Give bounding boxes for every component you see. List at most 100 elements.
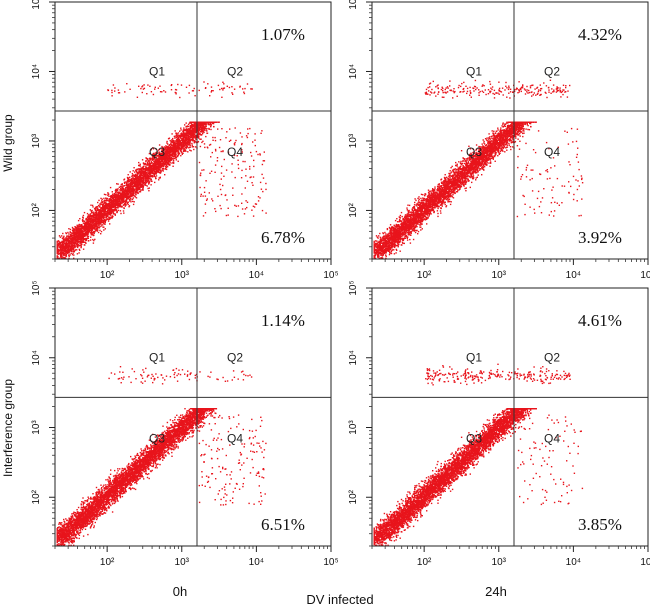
data-point: [148, 166, 150, 168]
data-point: [151, 157, 154, 159]
data-point: [122, 187, 124, 189]
data-point: [126, 181, 128, 183]
data-point: [104, 210, 106, 212]
data-point: [137, 189, 139, 191]
data-point: [110, 217, 112, 219]
data-point: [94, 227, 96, 230]
data-point: [167, 162, 170, 165]
data-point: [82, 237, 85, 239]
data-point: [170, 142, 172, 144]
data-point: [71, 248, 73, 250]
data-point: [90, 221, 92, 223]
data-point: [186, 138, 188, 140]
data-point: [112, 204, 114, 207]
data-point: [59, 246, 61, 249]
data-point: [144, 180, 146, 182]
data-point: [156, 166, 159, 168]
data-point: [189, 141, 191, 143]
data-point: [129, 183, 131, 186]
data-point: [173, 147, 176, 149]
data-point: [156, 151, 158, 153]
data-point: [93, 217, 95, 219]
data-point: [63, 237, 65, 240]
data-point: [90, 236, 92, 238]
data-point: [177, 148, 179, 150]
data-point: [169, 155, 171, 157]
data-point: [184, 146, 186, 148]
data-point: [183, 150, 186, 152]
data-point: [79, 230, 82, 233]
data-point: [179, 149, 181, 151]
data-point: [98, 206, 101, 208]
data-point: [132, 193, 135, 195]
data-point: [122, 191, 125, 193]
data-point: [58, 241, 60, 243]
data-point: [145, 169, 147, 171]
data-point: [70, 248, 72, 251]
data-point: [165, 145, 167, 147]
data-point: [117, 201, 119, 203]
data-point: [96, 216, 98, 219]
data-point: [93, 208, 96, 210]
data-point: [184, 149, 186, 151]
data-point: [57, 244, 60, 247]
data-point: [142, 176, 145, 179]
data-point: [83, 235, 86, 237]
data-point: [115, 197, 117, 199]
data-point: [125, 187, 128, 189]
data-point: [81, 238, 83, 240]
data-point: [191, 123, 194, 126]
data-point: [73, 254, 75, 256]
data-point: [71, 232, 73, 234]
data-point: [135, 188, 138, 191]
data-point: [133, 179, 135, 182]
data-point: [155, 173, 157, 175]
data-point: [102, 215, 105, 217]
data-point: [176, 143, 178, 145]
data-point: [159, 172, 162, 174]
data-point: [123, 185, 126, 187]
data-point: [67, 239, 70, 241]
data-point: [119, 193, 121, 195]
data-point: [111, 217, 113, 219]
data-point: [77, 227, 80, 229]
data-point: [89, 224, 91, 227]
data-point: [127, 177, 130, 179]
data-point: [144, 183, 146, 185]
data-point: [189, 133, 192, 136]
data-point: [131, 178, 134, 180]
data-point: [188, 131, 190, 133]
data-point: [99, 203, 101, 205]
data-point: [95, 207, 97, 209]
data-point: [80, 246, 82, 249]
data-point: [105, 215, 108, 217]
data-point: [175, 147, 177, 149]
data-point: [70, 247, 72, 249]
data-point: [103, 201, 106, 204]
data-point: [124, 205, 126, 207]
data-point: [186, 125, 189, 128]
data-point: [65, 247, 67, 249]
data-point: [153, 160, 155, 162]
data-point: [124, 195, 126, 198]
data-point: [82, 236, 84, 238]
data-point: [183, 140, 185, 142]
data-point: [133, 167, 135, 169]
data-point: [132, 170, 134, 172]
data-point: [82, 214, 85, 217]
data-point: [69, 228, 72, 231]
data-point: [112, 193, 114, 195]
data-point: [141, 167, 143, 170]
data-point: [85, 221, 87, 224]
data-point: [102, 206, 104, 208]
data-point: [123, 188, 125, 191]
data-point: [127, 201, 129, 203]
data-point: [74, 232, 76, 235]
data-point: [147, 174, 150, 177]
data-point: [203, 131, 205, 134]
data-point: [75, 245, 78, 247]
data-point: [140, 173, 143, 176]
data-point: [184, 143, 186, 145]
data-point: [81, 229, 83, 232]
